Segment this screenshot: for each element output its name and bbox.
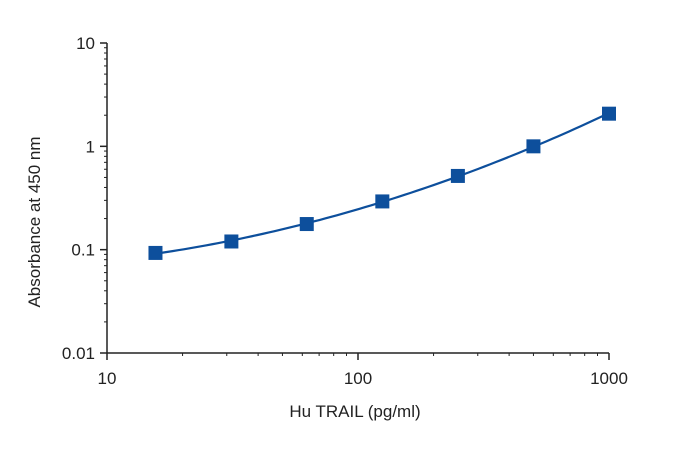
x-tick-label: 1000 [590,369,628,388]
y-tick-label: 0.1 [71,241,95,260]
y-tick-label: 1 [86,137,95,156]
data-point-marker [299,217,314,232]
x-axis: 10 100 1000 [98,352,628,388]
x-ticks: 10 100 1000 [98,353,628,388]
x-tick-label: 10 [98,369,117,388]
data-markers [148,106,616,260]
data-point-marker [148,245,163,260]
y-tick-label: 10 [76,34,95,53]
x-tick-label: 100 [344,369,372,388]
y-axis: 0.01 0.1 1 10 [62,34,108,363]
data-point-marker [602,106,616,121]
data-point-marker [224,234,239,249]
fitted-curve [155,112,610,255]
data-point-marker [450,168,465,183]
y-ticks: 0.01 0.1 1 10 [62,34,107,363]
data-point-marker [375,194,390,209]
y-tick-label: 0.01 [62,344,95,363]
data-point-marker [526,139,541,154]
x-axis-title: Hu TRAIL (pg/ml) [289,402,420,421]
y-axis-title: Absorbance at 450 nm [25,136,44,307]
